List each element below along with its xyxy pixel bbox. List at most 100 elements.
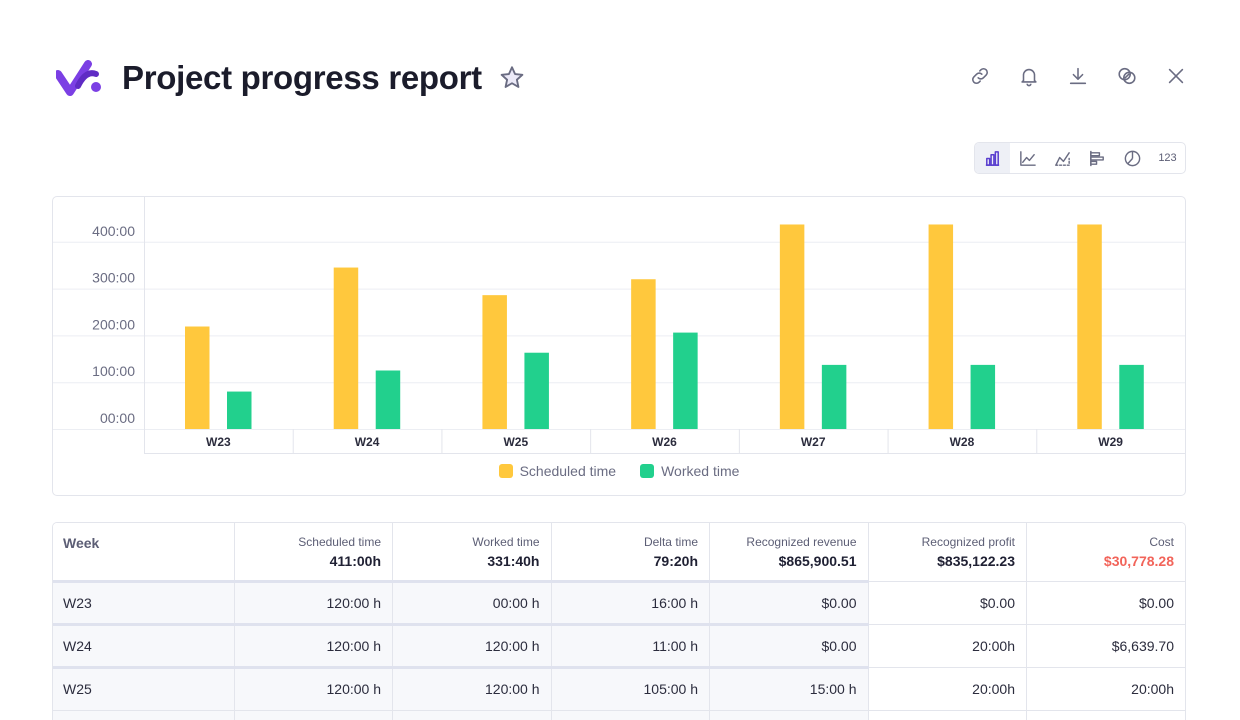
column-header-worked[interactable]: Worked time 331:40h <box>392 523 552 583</box>
column-total: 79:20h <box>653 553 698 569</box>
x-tick-label: W23 <box>206 435 231 449</box>
bar-chart: 00:00 100:00 200:00 300:00 400:00 W23 W24 W25 W2… <box>53 197 1185 454</box>
worked-cell <box>392 710 552 720</box>
column-header-profit[interactable]: Recognized profit $835,122.23 <box>868 523 1027 582</box>
legend-worked-label: Worked time <box>661 463 740 479</box>
bar-scheduled <box>333 267 359 429</box>
column-total: $30,778.28 <box>1103 553 1174 569</box>
table-header-row: Week Scheduled time 411:00h Worked time … <box>53 523 1185 583</box>
week-cell: W24 <box>53 624 235 669</box>
notifications-button[interactable] <box>1015 62 1043 90</box>
area-chart-button[interactable] <box>1045 143 1080 173</box>
table-row[interactable]: W24 120:00 h 120:00 h 11:00 h $0.00 20:0… <box>53 624 1185 669</box>
download-icon <box>1069 67 1087 85</box>
scheduled-cell: 120:00 h <box>234 581 393 626</box>
x-tick-label: W26 <box>652 435 677 449</box>
column-header-revenue[interactable]: Recognized revenue $865,900.51 <box>709 523 869 583</box>
worked-cell: 120:00 h <box>392 624 552 669</box>
cost-cell: 20:00h <box>1026 667 1185 711</box>
revenue-cell: 15:00 h <box>709 667 869 711</box>
brand-logo-icon <box>56 60 101 96</box>
delta-cell: 16:00 h <box>551 581 710 626</box>
column-label: Recognized profit <box>921 535 1015 549</box>
number-view-label: 123 <box>1158 152 1177 164</box>
bar-scheduled <box>1077 224 1102 429</box>
bar-chart-icon <box>985 150 1000 166</box>
bar-scheduled <box>185 326 210 429</box>
column-label: Recognized revenue <box>746 535 857 549</box>
legend-worked[interactable]: Worked time <box>640 463 739 479</box>
bar-worked <box>227 391 252 429</box>
x-tick-label: W29 <box>1098 435 1123 449</box>
chart-card: 00:00 100:00 200:00 300:00 400:00 W23 W24 W25 W2… <box>52 196 1186 496</box>
table-row[interactable]: W25 120:00 h 120:00 h 105:00 h 15:00 h 2… <box>53 667 1185 711</box>
compare-icon <box>1118 67 1136 85</box>
profit-cell <box>868 710 1027 720</box>
revenue-cell: $0.00 <box>709 624 869 669</box>
delta-cell: 11:00 h <box>551 624 710 669</box>
delta-cell <box>551 710 710 720</box>
revenue-cell: $0.00 <box>709 581 869 626</box>
column-header-week[interactable]: Week <box>53 523 235 583</box>
y-tick-label: 300:00 <box>92 270 135 286</box>
bar-scheduled <box>928 224 954 429</box>
column-label: Cost <box>1149 535 1174 549</box>
report-table: Week Scheduled time 411:00h Worked time … <box>52 522 1186 720</box>
legend-scheduled[interactable]: Scheduled time <box>498 463 616 479</box>
y-tick-label: 200:00 <box>92 316 135 332</box>
column-label: Delta time <box>643 535 698 549</box>
revenue-cell <box>709 710 869 720</box>
y-tick-label: 400:00 <box>92 223 135 239</box>
column-total: 411:00h <box>329 553 381 569</box>
week-cell: W25 <box>53 667 235 711</box>
cost-cell: $0.00 <box>1026 581 1185 625</box>
column-header-delta[interactable]: Delta time 79:20h <box>551 523 710 583</box>
week-cell <box>53 710 235 720</box>
area-chart-icon <box>1055 151 1070 166</box>
column-header-cost[interactable]: Cost $30,778.28 <box>1026 523 1185 582</box>
copy-link-button[interactable] <box>966 62 994 90</box>
pie-chart-button[interactable] <box>1115 143 1150 173</box>
table-row[interactable] <box>53 710 1185 720</box>
close-button[interactable] <box>1162 62 1190 90</box>
x-tick-label: W25 <box>503 435 528 449</box>
bar-scheduled <box>779 224 805 429</box>
bar-worked <box>1119 364 1144 429</box>
column-total: $865,900.51 <box>778 553 857 569</box>
bar-worked <box>821 364 847 429</box>
page-title: Project progress report <box>122 59 482 96</box>
delta-cell: 105:00 h <box>551 667 710 711</box>
favorite-star-icon[interactable] <box>498 64 526 92</box>
cost-cell <box>1026 710 1185 720</box>
y-tick-label: 00:00 <box>100 410 135 426</box>
chart-legend: Scheduled time Worked time <box>53 463 1185 479</box>
download-button[interactable] <box>1064 62 1092 90</box>
bar-worked <box>970 364 996 429</box>
cost-cell: $6,639.70 <box>1026 624 1185 668</box>
bar-worked <box>375 370 401 429</box>
link-icon <box>972 68 988 84</box>
legend-scheduled-swatch <box>498 464 513 478</box>
x-tick-label: W24 <box>355 435 380 449</box>
number-view-button[interactable]: 123 <box>1150 143 1185 173</box>
bar-chart-button[interactable] <box>975 143 1010 173</box>
column-header-scheduled[interactable]: Scheduled time 411:00h <box>234 523 393 583</box>
worked-cell: 120:00 h <box>392 667 552 711</box>
scheduled-cell <box>234 710 393 720</box>
horizontal-bar-chart-button[interactable] <box>1080 143 1115 173</box>
line-chart-button[interactable] <box>1010 143 1045 173</box>
x-tick-label: W27 <box>801 435 826 449</box>
profit-cell: 20:00h <box>868 624 1027 668</box>
column-total: 331:40h <box>487 553 540 569</box>
pie-chart-icon <box>1124 150 1141 166</box>
legend-worked-swatch <box>640 464 655 478</box>
scheduled-cell: 120:00 h <box>234 624 393 669</box>
x-tick-label: W28 <box>950 435 975 449</box>
compare-button[interactable] <box>1113 62 1141 90</box>
profit-cell: $0.00 <box>868 581 1027 625</box>
bar-scheduled <box>482 295 507 429</box>
scheduled-cell: 120:00 h <box>234 667 393 711</box>
table-row[interactable]: W23 120:00 h 00:00 h 16:00 h $0.00 $0.00… <box>53 581 1185 626</box>
line-chart-icon <box>1020 150 1036 166</box>
chart-type-switcher: 123 <box>974 142 1186 174</box>
